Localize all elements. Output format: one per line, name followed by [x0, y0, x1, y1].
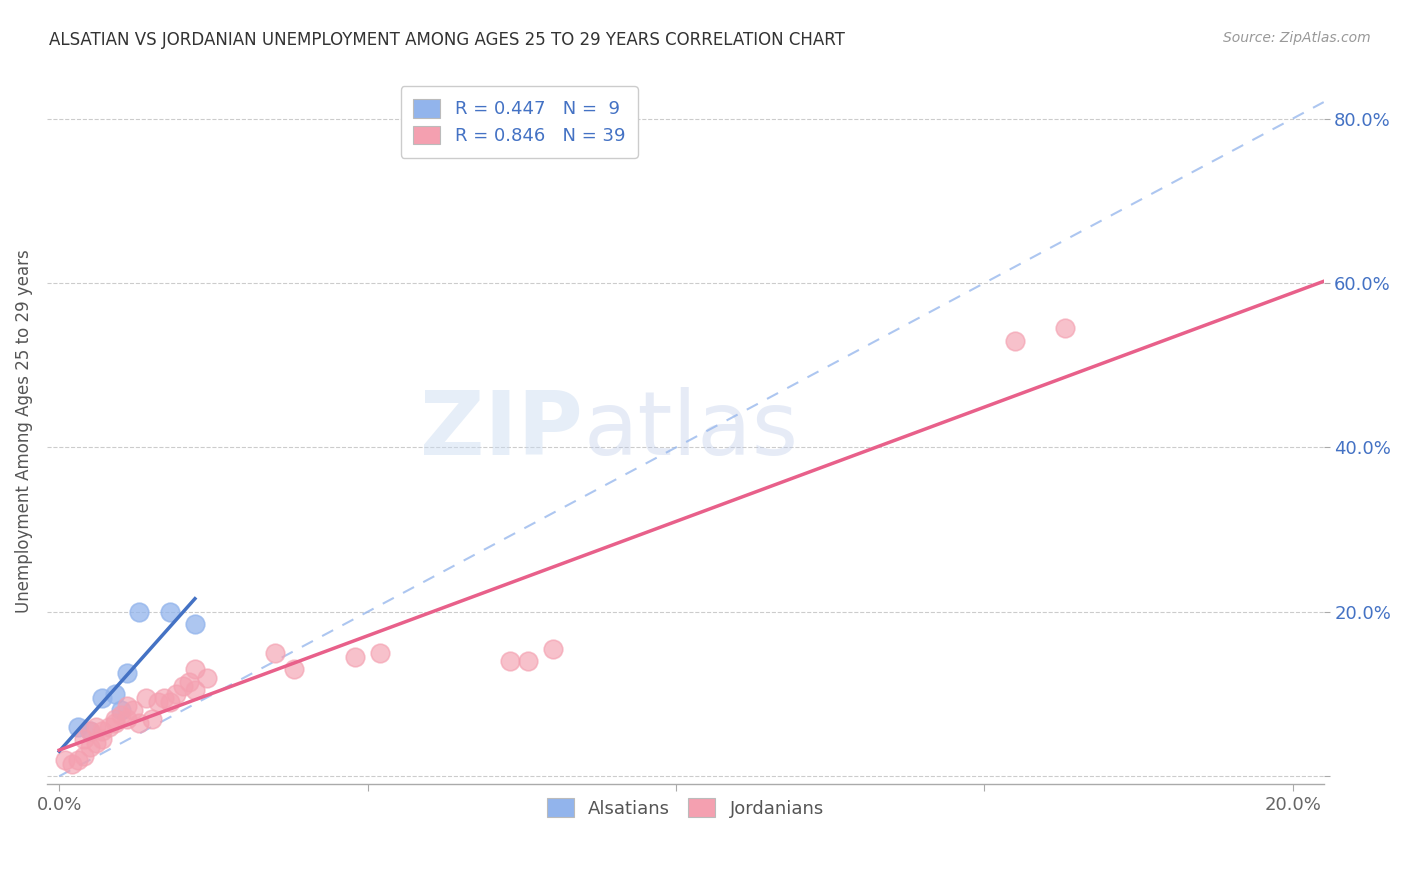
Point — [66, 753, 89, 767]
Point — [517, 654, 540, 668]
Point — [91, 732, 114, 747]
Point — [115, 666, 138, 681]
Point — [79, 740, 101, 755]
Point — [115, 712, 138, 726]
Point — [195, 671, 218, 685]
Point — [153, 691, 176, 706]
Text: ALSATIAN VS JORDANIAN UNEMPLOYMENT AMONG AGES 25 TO 29 YEARS CORRELATION CHART: ALSATIAN VS JORDANIAN UNEMPLOYMENT AMONG… — [49, 31, 845, 49]
Point — [110, 703, 132, 717]
Point — [135, 691, 157, 706]
Text: Source: ZipAtlas.com: Source: ZipAtlas.com — [1223, 31, 1371, 45]
Text: ZIP: ZIP — [420, 387, 583, 475]
Point — [1004, 334, 1026, 348]
Point — [97, 720, 120, 734]
Point — [498, 654, 520, 668]
Point — [104, 715, 127, 730]
Point — [84, 736, 107, 750]
Text: atlas: atlas — [583, 387, 799, 475]
Point — [66, 720, 89, 734]
Point — [91, 691, 114, 706]
Point — [110, 707, 132, 722]
Point — [264, 646, 287, 660]
Point — [344, 650, 367, 665]
Point — [172, 679, 194, 693]
Point — [104, 712, 127, 726]
Point — [184, 682, 207, 697]
Point — [165, 687, 187, 701]
Point — [122, 703, 145, 717]
Point — [177, 674, 200, 689]
Point — [60, 756, 83, 771]
Point — [79, 723, 101, 738]
Point — [184, 662, 207, 676]
Point — [79, 723, 101, 738]
Point — [91, 723, 114, 738]
Point — [115, 699, 138, 714]
Point — [84, 720, 107, 734]
Point — [159, 695, 181, 709]
Point — [141, 712, 163, 726]
Point — [104, 687, 127, 701]
Point — [73, 748, 96, 763]
Point — [184, 617, 207, 632]
Point — [283, 662, 305, 676]
Point — [128, 605, 150, 619]
Point — [73, 732, 96, 747]
Point — [1053, 321, 1076, 335]
Legend: Alsatians, Jordanians: Alsatians, Jordanians — [540, 791, 831, 825]
Point — [55, 753, 77, 767]
Point — [159, 605, 181, 619]
Point — [368, 646, 391, 660]
Point — [128, 715, 150, 730]
Y-axis label: Unemployment Among Ages 25 to 29 years: Unemployment Among Ages 25 to 29 years — [15, 249, 32, 613]
Point — [146, 695, 169, 709]
Point — [541, 641, 564, 656]
